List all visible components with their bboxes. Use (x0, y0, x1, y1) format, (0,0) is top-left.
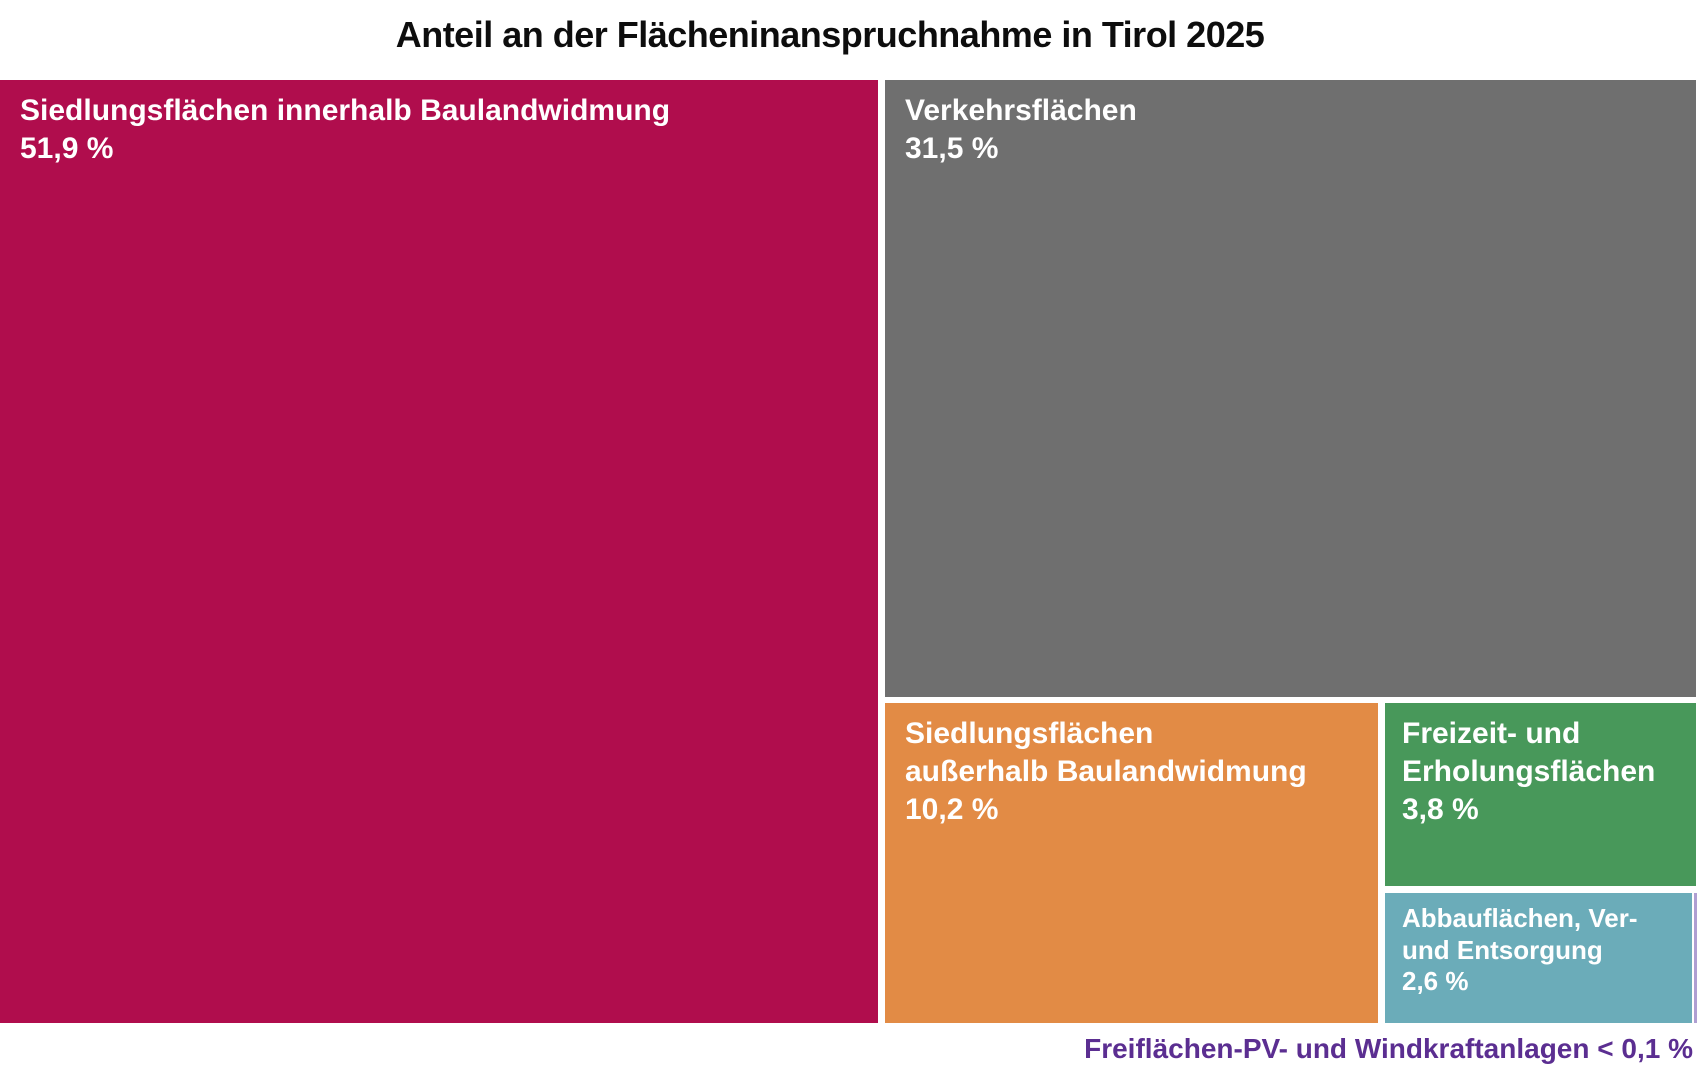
tile-label: Siedlungsflächen innerhalb Baulandwidmun… (20, 94, 671, 127)
treemap-tile-freizeit-erholung: Freizeit- und Erholungsflächen 3,8 % (1385, 703, 1696, 886)
treemap-tile-siedlungsflaechen-innerhalb: Siedlungsflächen innerhalb Baulandwidmun… (0, 80, 878, 1023)
treemap-tile-abbauflaechen: Abbauflächen, Ver- und Entsorgung 2,6 % (1385, 893, 1692, 1023)
tile-label: Siedlungsflächen (905, 717, 1154, 750)
tile-value: 10,2 % (905, 792, 999, 826)
tile-value: 31,5 % (905, 131, 999, 165)
tile-value: 2,6 % (1402, 966, 1469, 997)
tile-label: Abbauflächen, Ver- (1402, 903, 1638, 933)
tile-value: 3,8 % (1402, 792, 1479, 826)
tile-value: 51,9 % (20, 131, 114, 165)
treemap-tile-siedlungsflaechen-ausserhalb: Siedlungsflächen außerhalb Baulandwidmun… (885, 703, 1378, 1023)
tile-label: außerhalb Baulandwidmung (905, 754, 1307, 788)
treemap-tile-verkehrsflaechen: Verkehrsflächen 31,5 % (885, 80, 1696, 697)
treemap-tile-freiflaechen-pv-windkraft (1694, 893, 1697, 1023)
tile-label: und Entsorgung (1402, 934, 1603, 965)
footnote-freiflaechen-pv: Freiflächen-PV- und Windkraftanlagen < 0… (1084, 1033, 1693, 1064)
chart-title: Anteil an der Flächeninanspruchnahme in … (395, 14, 1265, 55)
tile-label: Freizeit- und (1402, 717, 1581, 750)
tile-label: Verkehrsflächen (905, 94, 1137, 127)
tile-label: Erholungsflächen (1402, 754, 1656, 788)
